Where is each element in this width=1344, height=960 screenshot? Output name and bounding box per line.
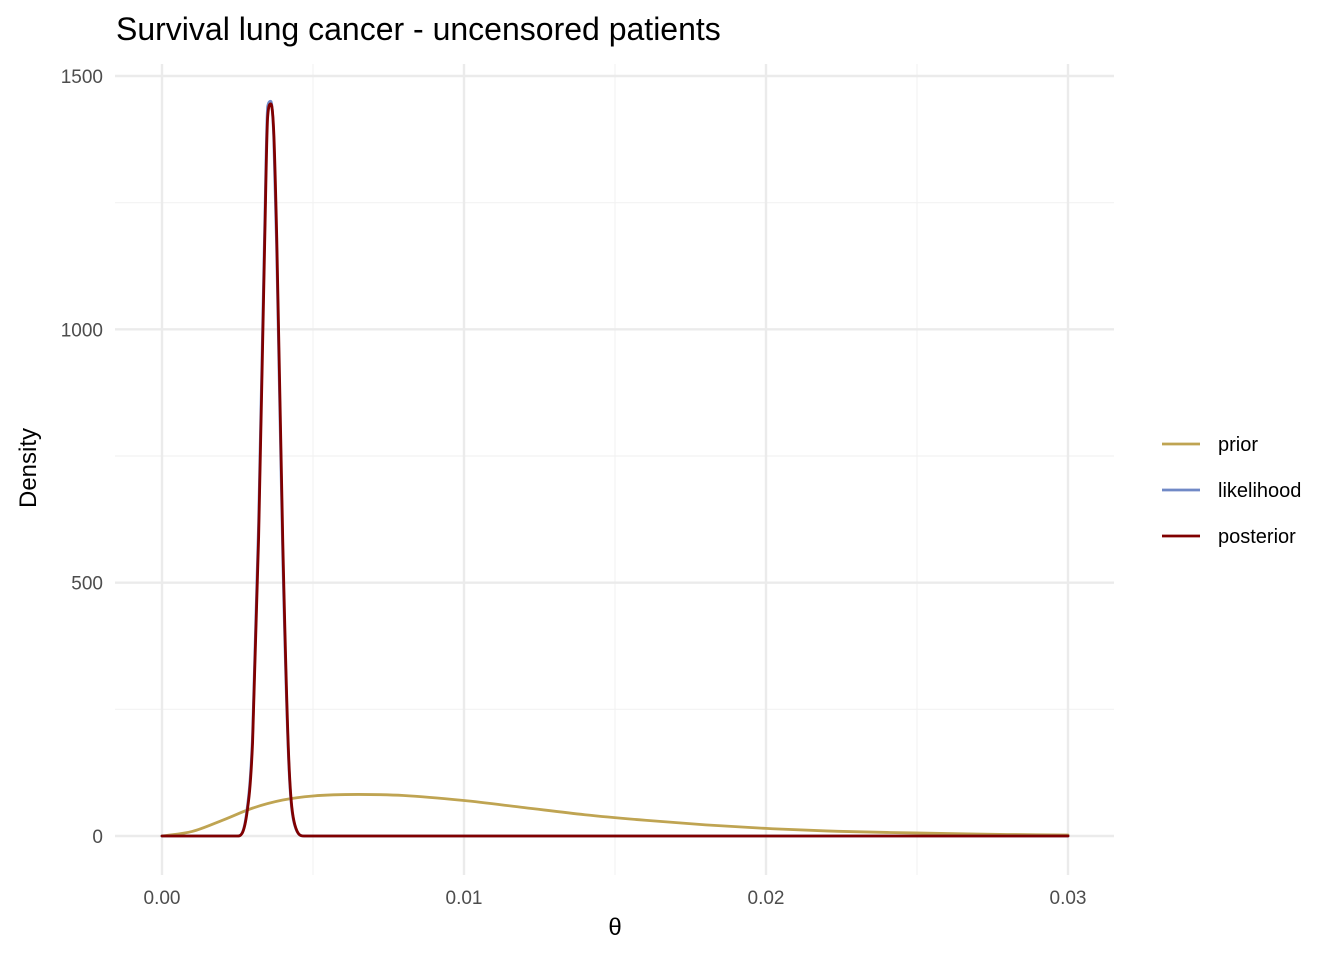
series-line-posterior	[160, 102, 1070, 838]
legend: prior likelihood posterior	[1162, 434, 1301, 548]
y-tick-label: 0	[92, 827, 103, 848]
y-tick-label: 1000	[61, 320, 103, 341]
x-axis-ticks: 0.00 0.01 0.02 0.03	[144, 888, 1087, 909]
series-line-prior	[160, 793, 1070, 838]
legend-label-posterior: posterior	[1218, 526, 1296, 548]
grid-major	[115, 64, 1114, 875]
y-axis-label: Density	[15, 428, 42, 508]
x-tick-label: 0.00	[144, 888, 181, 909]
x-tick-label: 0.03	[1050, 888, 1087, 909]
x-tick-label: 0.02	[748, 888, 785, 909]
series-layer	[160, 99, 1070, 838]
x-tick-label: 0.01	[446, 888, 483, 909]
legend-label-likelihood: likelihood	[1218, 480, 1301, 502]
chart-title: Survival lung cancer - uncensored patien…	[116, 11, 721, 47]
y-axis-ticks: 0 500 1000 1500	[61, 67, 103, 848]
y-tick-label: 500	[71, 574, 103, 595]
y-tick-label: 1500	[61, 67, 103, 88]
x-axis-label: θ	[608, 914, 621, 941]
legend-label-prior: prior	[1218, 434, 1258, 456]
